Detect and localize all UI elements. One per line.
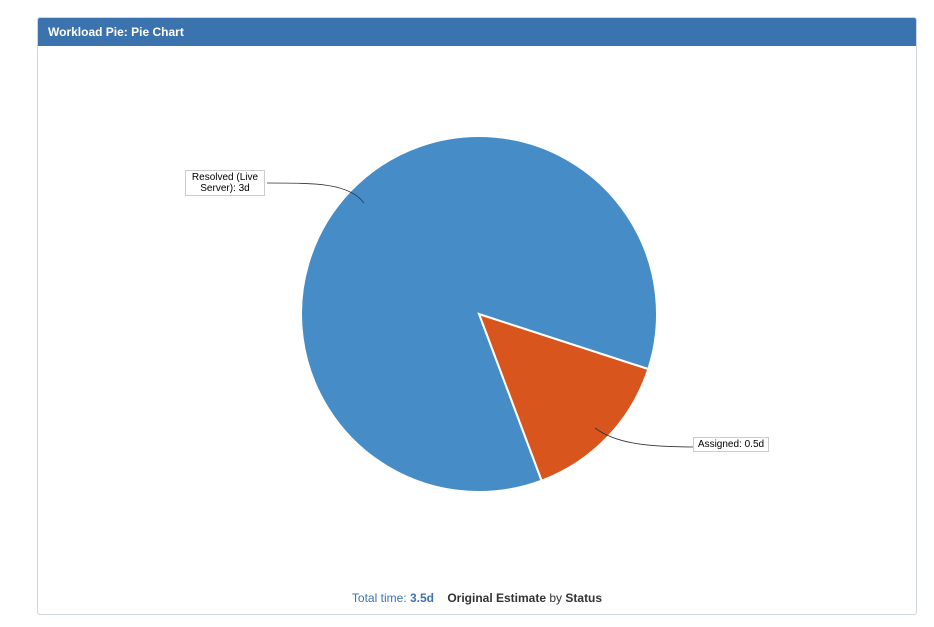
total-time-value: 3.5d: [409, 591, 434, 605]
by-text: by: [549, 591, 563, 605]
slice-label-resolved: Resolved (Live Server): 3d: [185, 170, 265, 196]
panel-title: Workload Pie: Pie Chart: [38, 18, 916, 46]
pie-chart: [266, 135, 696, 493]
leader-line-assigned: [594, 427, 696, 448]
group-field: Status: [565, 591, 603, 605]
chart-area: Resolved (Live Server): 3d Assigned: 0.5…: [38, 46, 916, 586]
pie-slice-resolved[interactable]: [300, 135, 658, 493]
leader-line-resolved: [266, 182, 365, 204]
chart-panel: Workload Pie: Pie Chart Resolved (Live S…: [37, 17, 917, 615]
chart-footer: Total time: 3.5d Original Estimate by St…: [38, 591, 916, 605]
total-time-label: Total time:: [351, 591, 407, 605]
estimate-field: Original Estimate: [447, 591, 547, 605]
slice-label-assigned: Assigned: 0.5d: [693, 437, 769, 452]
